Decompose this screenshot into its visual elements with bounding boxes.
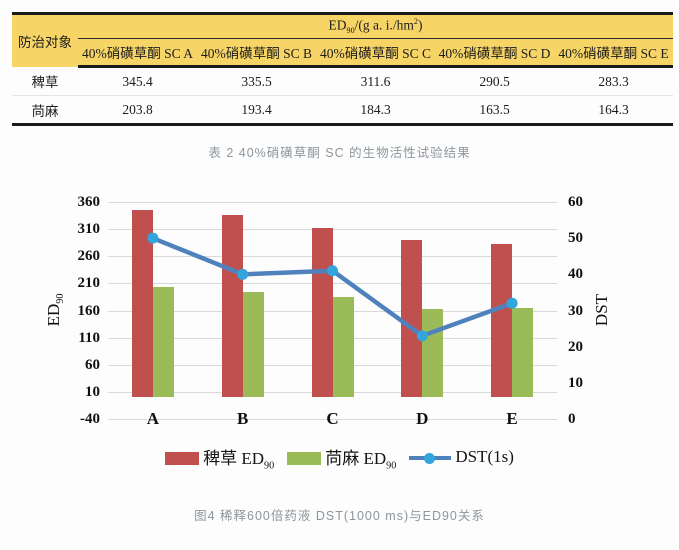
legend-item-barnyard-grass: 稗草 ED90 xyxy=(165,444,275,472)
category-label: E xyxy=(506,409,518,428)
cell-value: 345.4 xyxy=(78,66,197,96)
line-marker-swatch-icon xyxy=(409,452,452,464)
table-col-header: 40%硝磺草酮 SC C xyxy=(316,38,435,68)
left-axis-tick: 10 xyxy=(85,383,100,400)
right-axis-tick: 60 xyxy=(568,194,583,210)
right-axis-tick: 20 xyxy=(568,338,583,355)
bar xyxy=(332,297,354,398)
line-marker xyxy=(327,265,338,277)
right-axis-title: DST xyxy=(592,293,611,327)
right-axis-tick: 50 xyxy=(568,230,583,247)
table-group-header: ED90/(g a. i./hm2) xyxy=(78,13,673,39)
group-header-base: ED xyxy=(328,17,347,33)
legend-label: DST(1s) xyxy=(455,446,514,466)
gridline xyxy=(108,283,557,285)
gridline xyxy=(108,419,557,420)
category-label: B xyxy=(237,409,249,428)
row-label: 稗草 xyxy=(12,66,78,96)
group-header-sup: 2 xyxy=(413,17,418,27)
cell-value: 283.3 xyxy=(554,66,673,96)
chart-legend: 稗草 ED90 苘麻 ED90 DST(1s) xyxy=(0,447,679,472)
cell-value: 290.5 xyxy=(435,66,554,96)
gridline xyxy=(108,256,557,258)
left-axis-tick: -40 xyxy=(80,411,100,427)
line-marker xyxy=(237,268,249,280)
category-label: A xyxy=(146,409,160,428)
table-col-header: 40%硝磺草酮 SC B xyxy=(197,38,316,68)
category-label: D xyxy=(416,409,429,428)
bar xyxy=(131,209,153,398)
category-label: C xyxy=(326,409,339,428)
left-axis-tick: 210 xyxy=(77,275,101,292)
line-marker xyxy=(147,232,159,244)
left-axis-tick: 360 xyxy=(77,194,101,210)
legend-item-velvetleaf: 苘麻 ED90 xyxy=(287,444,397,472)
bar xyxy=(242,292,264,398)
legend-label: 稗草 ED90 xyxy=(203,449,275,472)
figure-caption: 图4 稀释600倍药液 DST(1000 ms)与ED90关系 xyxy=(194,509,485,523)
left-axis-title-sub: 90 xyxy=(55,293,67,304)
cell-value: 335.5 xyxy=(197,66,316,96)
table-col-header: 40%硝磺草酮 SC A xyxy=(78,38,197,68)
right-axis-tick: 10 xyxy=(568,374,583,391)
group-header-sub: 90 xyxy=(346,26,355,36)
group-header-close: ) xyxy=(417,17,423,33)
cell-value: 184.3 xyxy=(316,95,435,125)
right-axis-tick: 0 xyxy=(568,411,576,427)
table-row: 苘麻 203.8 193.4 184.3 163.5 164.3 xyxy=(12,95,673,125)
table-caption: 表 2 40%硝磺草酮 SC 的生物活性试验结果 xyxy=(208,146,471,160)
bar xyxy=(152,286,174,398)
legend-label: 苘麻 ED90 xyxy=(325,449,397,472)
bar xyxy=(401,239,423,398)
left-axis-tick: 110 xyxy=(78,329,100,346)
table-col-header: 40%硝磺草酮 SC E xyxy=(554,38,673,68)
cell-value: 164.3 xyxy=(554,95,673,125)
red-bar-swatch-icon xyxy=(165,451,200,465)
row-label: 苘麻 xyxy=(12,95,78,125)
group-header-mid: /(g a. i./hm xyxy=(354,17,414,33)
legend-item-dst: DST(1s) xyxy=(409,447,514,469)
table-col-header: 40%硝磺草酮 SC D xyxy=(435,38,554,68)
bar xyxy=(491,243,513,398)
cell-value: 311.6 xyxy=(316,66,435,96)
dst-line-layer xyxy=(147,232,518,342)
results-table: 防治对象 ED90/(g a. i./hm2) 40%硝磺草酮 SC A 40%… xyxy=(12,12,673,126)
table-corner-header: 防治对象 xyxy=(12,13,78,67)
left-axis-tick: 160 xyxy=(77,302,101,319)
right-axis-tick: 40 xyxy=(568,266,583,283)
bar xyxy=(512,308,534,398)
left-axis-title: ED90 xyxy=(44,294,66,327)
left-axis-tick: 260 xyxy=(77,248,101,265)
line-marker xyxy=(506,297,518,309)
cell-value: 163.5 xyxy=(435,95,554,125)
bar xyxy=(221,215,243,398)
cell-value: 203.8 xyxy=(78,95,197,125)
gridline xyxy=(108,202,557,203)
gridline xyxy=(108,229,557,231)
right-axis-tick: 30 xyxy=(568,302,583,319)
table-row: 稗草 345.4 335.5 311.6 290.5 283.3 xyxy=(12,66,673,96)
dst-line xyxy=(150,235,515,339)
green-bar-swatch-icon xyxy=(287,451,322,465)
line-marker xyxy=(416,330,428,342)
left-axis-tick: 310 xyxy=(77,221,101,238)
cell-value: 193.4 xyxy=(197,95,316,125)
left-axis-title-base: ED xyxy=(43,303,63,327)
left-axis-tick: 60 xyxy=(85,356,100,373)
